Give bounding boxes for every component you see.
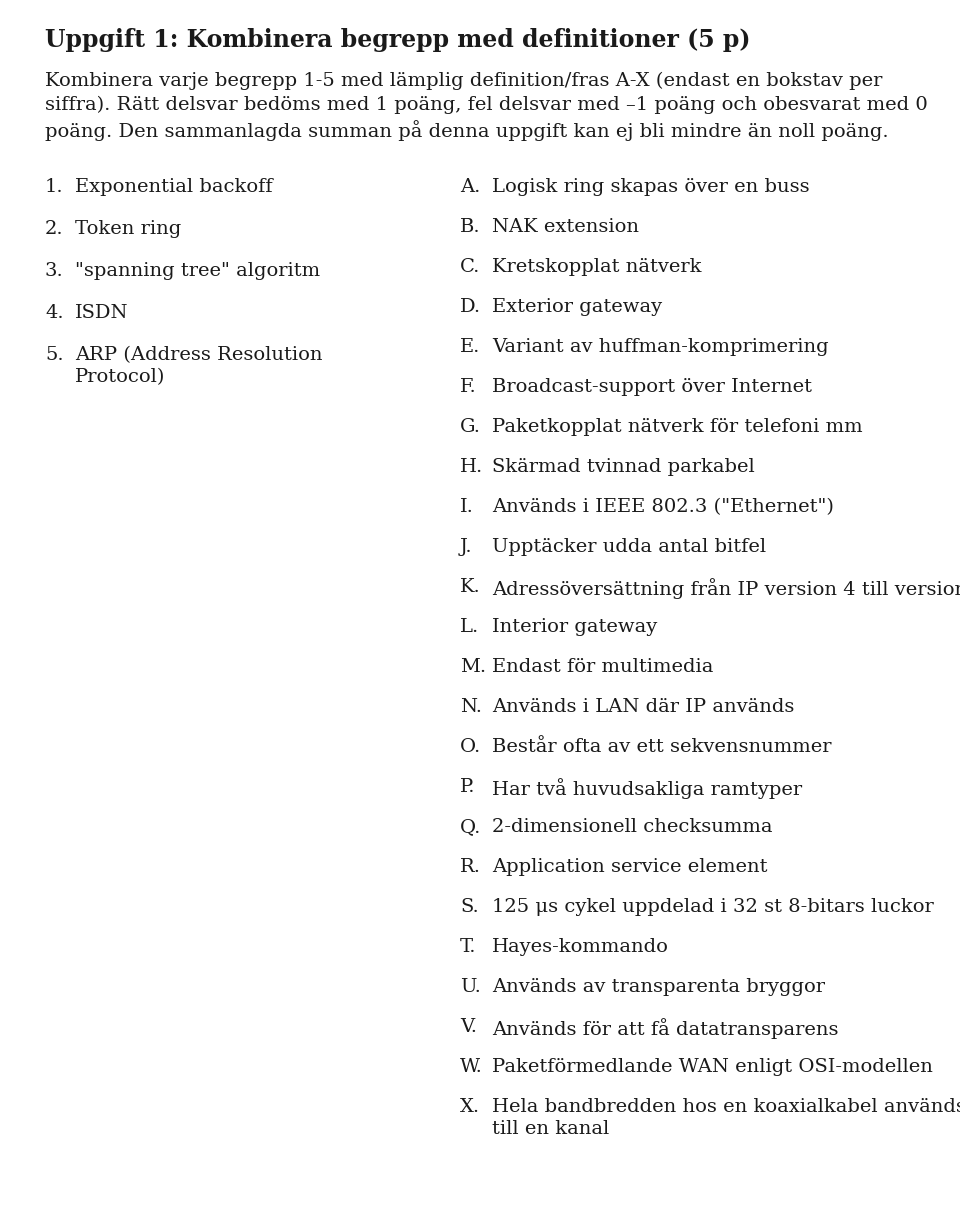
Text: 125 μs cykel uppdelad i 32 st 8-bitars luckor: 125 μs cykel uppdelad i 32 st 8-bitars l…	[492, 898, 934, 916]
Text: Protocol): Protocol)	[75, 368, 165, 386]
Text: O.: O.	[460, 737, 481, 756]
Text: J.: J.	[460, 537, 472, 556]
Text: B.: B.	[460, 218, 481, 236]
Text: Hayes-kommando: Hayes-kommando	[492, 937, 669, 956]
Text: Används för att få datatransparens: Används för att få datatransparens	[492, 1018, 838, 1039]
Text: Har två huvudsakliga ramtyper: Har två huvudsakliga ramtyper	[492, 778, 803, 799]
Text: Broadcast-support över Internet: Broadcast-support över Internet	[492, 378, 812, 396]
Text: I.: I.	[460, 498, 474, 516]
Text: Token ring: Token ring	[75, 221, 181, 239]
Text: Används av transparenta bryggor: Används av transparenta bryggor	[492, 978, 825, 997]
Text: 1.: 1.	[45, 178, 63, 196]
Text: Används i LAN där IP används: Används i LAN där IP används	[492, 698, 794, 716]
Text: till en kanal: till en kanal	[492, 1119, 610, 1138]
Text: Endast för multimedia: Endast för multimedia	[492, 658, 713, 676]
Text: Består ofta av ett sekvensnummer: Består ofta av ett sekvensnummer	[492, 737, 831, 756]
Text: 3.: 3.	[45, 261, 63, 280]
Text: T.: T.	[460, 937, 476, 956]
Text: 5.: 5.	[45, 346, 63, 364]
Text: Application service element: Application service element	[492, 858, 767, 876]
Text: ARP (Address Resolution: ARP (Address Resolution	[75, 346, 323, 364]
Text: Hela bandbredden hos en koaxialkabel används: Hela bandbredden hos en koaxialkabel anv…	[492, 1098, 960, 1116]
Text: H.: H.	[460, 458, 483, 476]
Text: N.: N.	[460, 698, 482, 716]
Text: Upptäcker udda antal bitfel: Upptäcker udda antal bitfel	[492, 537, 766, 556]
Text: Adressöversättning från IP version 4 till version 6: Adressöversättning från IP version 4 til…	[492, 578, 960, 599]
Text: P.: P.	[460, 778, 475, 797]
Text: Används i IEEE 802.3 ("Ethernet"): Används i IEEE 802.3 ("Ethernet")	[492, 498, 834, 516]
Text: Kombinera varje begrepp 1-5 med lämplig definition/fras A-X (endast en bokstav p: Kombinera varje begrepp 1-5 med lämplig …	[45, 72, 882, 90]
Text: Paketkopplat nätverk för telefoni mm: Paketkopplat nätverk för telefoni mm	[492, 418, 863, 436]
Text: Logisk ring skapas över en buss: Logisk ring skapas över en buss	[492, 178, 809, 196]
Text: "spanning tree" algoritm: "spanning tree" algoritm	[75, 261, 320, 280]
Text: E.: E.	[460, 337, 480, 355]
Text: siffra). Rätt delsvar bedöms med 1 poäng, fel delsvar med –1 poäng och obesvarat: siffra). Rätt delsvar bedöms med 1 poäng…	[45, 96, 927, 114]
Text: C.: C.	[460, 258, 480, 276]
Text: Variant av huffman-komprimering: Variant av huffman-komprimering	[492, 337, 828, 355]
Text: V.: V.	[460, 1018, 477, 1036]
Text: S.: S.	[460, 898, 479, 916]
Text: R.: R.	[460, 858, 481, 876]
Text: L.: L.	[460, 618, 479, 636]
Text: ISDN: ISDN	[75, 304, 129, 322]
Text: Exponential backoff: Exponential backoff	[75, 178, 273, 196]
Text: K.: K.	[460, 578, 481, 596]
Text: Q.: Q.	[460, 818, 481, 836]
Text: 2.: 2.	[45, 221, 63, 239]
Text: W.: W.	[460, 1058, 483, 1076]
Text: F.: F.	[460, 378, 477, 396]
Text: X.: X.	[460, 1098, 480, 1116]
Text: D.: D.	[460, 298, 481, 316]
Text: Kretskopplat nätverk: Kretskopplat nätverk	[492, 258, 702, 276]
Text: U.: U.	[460, 978, 481, 997]
Text: poäng. Den sammanlagda summan på denna uppgift kan ej bli mindre än noll poäng.: poäng. Den sammanlagda summan på denna u…	[45, 120, 889, 141]
Text: 2-dimensionell checksumma: 2-dimensionell checksumma	[492, 818, 773, 836]
Text: NAK extension: NAK extension	[492, 218, 639, 236]
Text: Exterior gateway: Exterior gateway	[492, 298, 662, 316]
Text: M.: M.	[460, 658, 486, 676]
Text: G.: G.	[460, 418, 481, 436]
Text: Paketförmedlande WAN enligt OSI-modellen: Paketförmedlande WAN enligt OSI-modellen	[492, 1058, 933, 1076]
Text: 4.: 4.	[45, 304, 63, 322]
Text: Skärmad tvinnad parkabel: Skärmad tvinnad parkabel	[492, 458, 755, 476]
Text: Interior gateway: Interior gateway	[492, 618, 658, 636]
Text: Uppgift 1: Kombinera begrepp med definitioner (5 p): Uppgift 1: Kombinera begrepp med definit…	[45, 28, 751, 52]
Text: A.: A.	[460, 178, 480, 196]
